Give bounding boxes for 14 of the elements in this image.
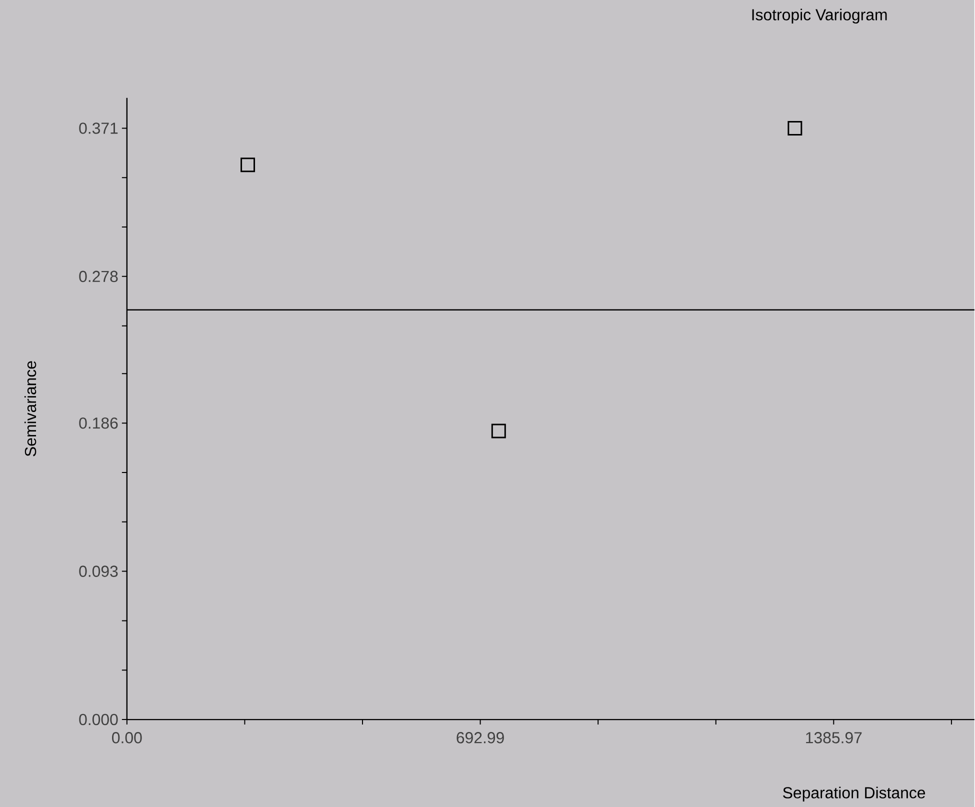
x-tick-label: 1385.97 (806, 732, 862, 744)
y-tick-label: 0.186 (79, 417, 118, 428)
y-axis-title: Semivariance (24, 360, 36, 456)
point (788, 120, 802, 136)
point (491, 424, 506, 438)
y-tick-label: 0.278 (79, 270, 118, 282)
x-tick-label: 0.00 (112, 732, 142, 744)
x-tick-label: 692.99 (456, 732, 504, 744)
y-tick-label: 0.371 (79, 122, 118, 134)
y-tick-label: 0.000 (79, 714, 118, 725)
y-tick-label: 0.093 (79, 565, 118, 577)
x-axis-title: Separation Distance (783, 786, 926, 802)
chart-title: Isotropic Variogram (752, 8, 887, 24)
point (240, 157, 256, 172)
